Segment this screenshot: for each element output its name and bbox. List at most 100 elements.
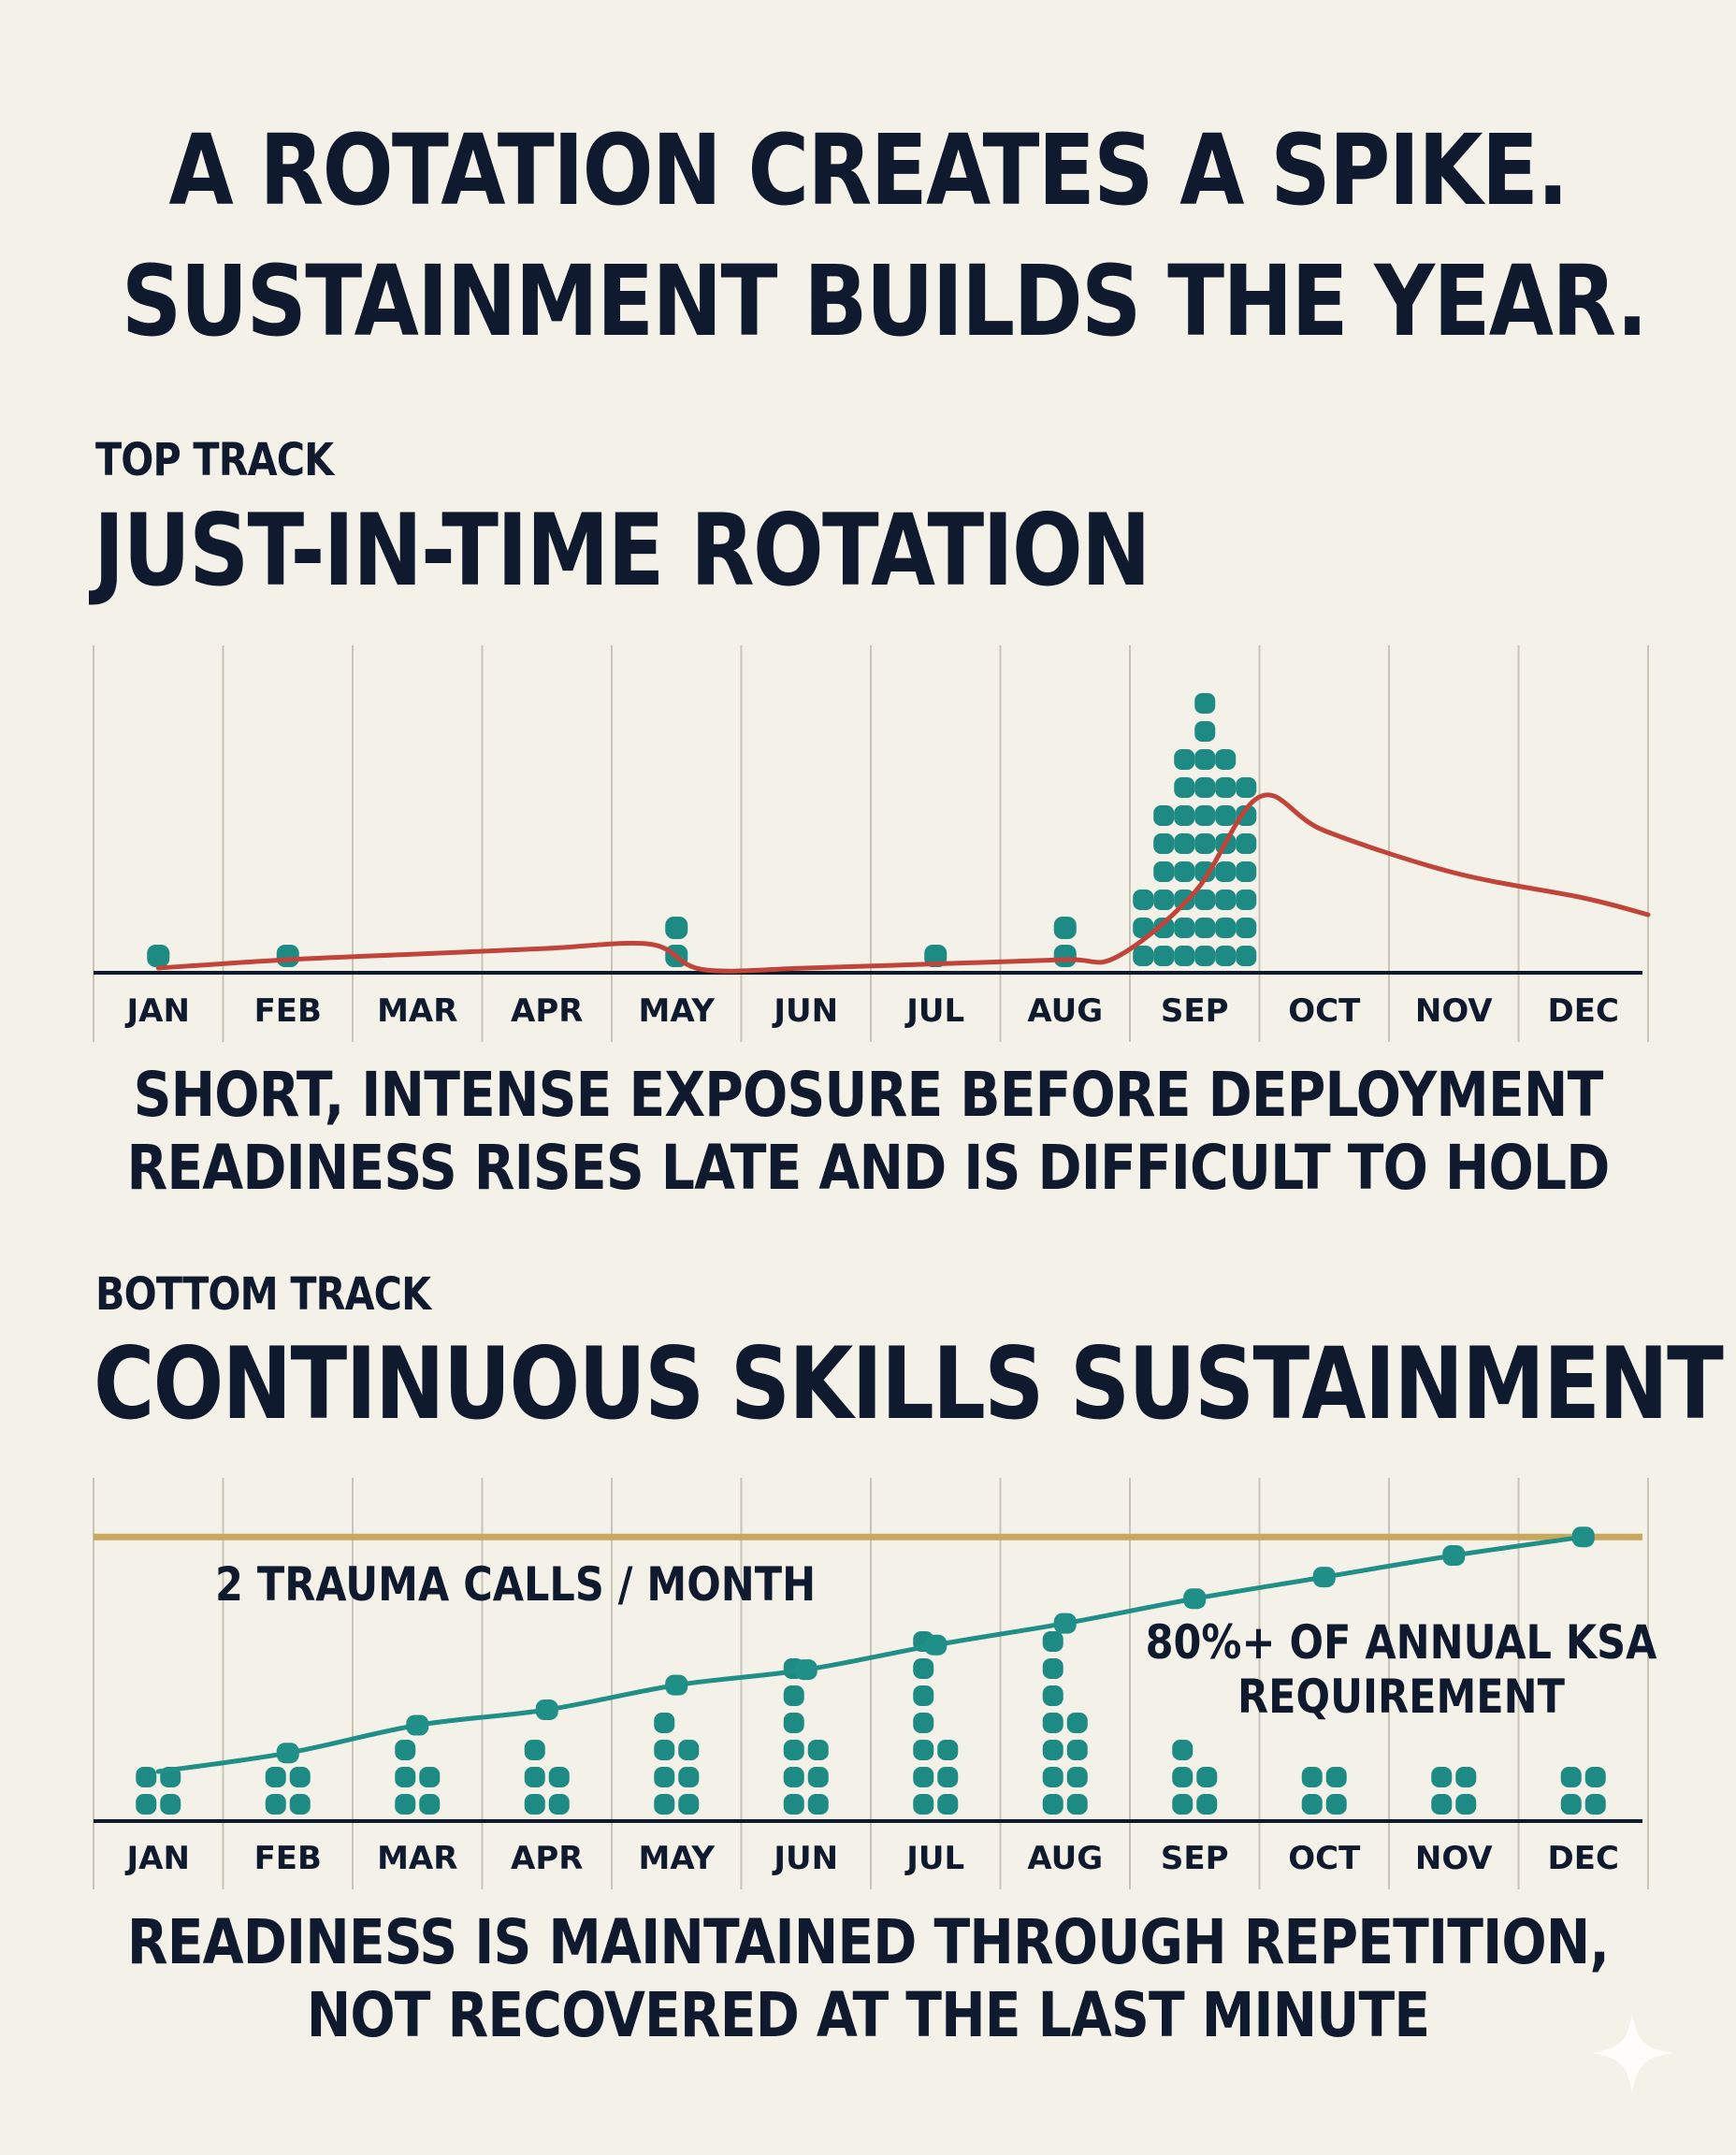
month-label: AUG: [1027, 992, 1103, 1030]
data-dot: [1042, 1794, 1063, 1815]
data-dot: [1215, 749, 1237, 770]
data-dot: [395, 1740, 416, 1760]
data-dot: [1560, 1767, 1582, 1787]
readiness-line: [155, 792, 1651, 974]
data-dot: [807, 1794, 829, 1815]
data-dot: [678, 1794, 700, 1815]
data-dot: [1325, 1794, 1347, 1815]
data-dot: [654, 1713, 675, 1733]
data-dot: [1194, 889, 1216, 910]
data-dot: [1194, 805, 1216, 826]
data-dot: [1153, 889, 1175, 910]
data-dot: [1194, 918, 1216, 938]
data-dot: [1133, 889, 1154, 910]
data-dot: [1153, 833, 1175, 854]
data-dot: [548, 1794, 570, 1815]
data-dot: [1174, 749, 1195, 770]
data-dot: [276, 945, 299, 967]
month-label: DEC: [1548, 992, 1619, 1030]
data-dot: [1584, 1794, 1606, 1815]
data-dot: [1215, 861, 1237, 882]
data-dot: [1042, 1631, 1063, 1652]
data-dot: [1455, 1767, 1477, 1787]
month-label: APR: [511, 1840, 583, 1877]
top-track-kicker: TOP TRACK: [95, 434, 334, 486]
data-dot: [289, 1794, 311, 1815]
data-dot: [1133, 946, 1154, 966]
line-marker: [535, 1699, 558, 1720]
month-label: APR: [511, 992, 583, 1030]
data-dot: [1236, 833, 1257, 854]
month-label: NOV: [1415, 1840, 1493, 1877]
line-marker: [924, 1634, 948, 1656]
month-label: FEB: [254, 1840, 322, 1877]
data-dot: [665, 917, 688, 939]
month-label: OCT: [1288, 1840, 1361, 1877]
data-dot: [289, 1767, 311, 1787]
data-dot: [1066, 1767, 1088, 1787]
data-dot: [1560, 1794, 1582, 1815]
line-marker: [1183, 1588, 1207, 1610]
line-marker: [794, 1659, 817, 1681]
data-dot: [937, 1767, 959, 1787]
data-dot: [1174, 777, 1195, 798]
line-marker: [1571, 1526, 1595, 1548]
line-marker: [276, 1743, 299, 1764]
data-dot: [1153, 861, 1175, 882]
data-dot: [1215, 889, 1237, 910]
data-dot: [1066, 1794, 1088, 1815]
data-dot: [913, 1794, 934, 1815]
top-track-caption-line-1: SHORT, INTENSE EXPOSURE BEFORE DEPLOYMEN…: [133, 1059, 1604, 1131]
headline: A ROTATION CREATES A SPIKE. SUSTAINMENT …: [121, 105, 1648, 367]
month-label: OCT: [1288, 992, 1361, 1030]
data-dot: [1153, 918, 1175, 938]
data-dot: [147, 945, 170, 967]
month-label: AUG: [1027, 1840, 1103, 1877]
month-label: MAR: [377, 1840, 457, 1877]
data-dot: [654, 1767, 675, 1787]
data-dot: [1042, 1713, 1063, 1733]
data-dot: [1194, 833, 1216, 854]
line-marker: [1312, 1567, 1336, 1588]
month-label: SEP: [1161, 1840, 1229, 1877]
data-dot: [1301, 1794, 1323, 1815]
data-dot: [1236, 805, 1257, 826]
line-marker: [1442, 1545, 1466, 1566]
data-dot: [783, 1794, 804, 1815]
headline-line-2: SUSTAINMENT BUILDS THE YEAR.: [121, 244, 1648, 358]
threshold-label: 2 TRAUMA CALLS / MONTH: [215, 1557, 816, 1612]
top-track-title: JUST-IN-TIME ROTATION: [94, 493, 1151, 608]
goal-label-line-1: 80%+ OF ANNUAL KSA: [1146, 1615, 1657, 1670]
data-dot: [1236, 918, 1257, 938]
data-dot: [807, 1767, 829, 1787]
data-dot: [1174, 805, 1195, 826]
line-marker: [1053, 1613, 1077, 1634]
data-dot: [1431, 1794, 1453, 1815]
data-dot: [1172, 1767, 1194, 1787]
top-track-caption: SHORT, INTENSE EXPOSURE BEFORE DEPLOYMEN…: [122, 1059, 1614, 1205]
data-dot: [1042, 1685, 1063, 1706]
data-dot: [524, 1794, 545, 1815]
data-dot: [913, 1713, 934, 1733]
data-dot: [913, 1658, 934, 1679]
data-dot: [1215, 918, 1237, 938]
data-dot: [654, 1794, 675, 1815]
data-dot: [937, 1794, 959, 1815]
data-dot: [783, 1685, 804, 1706]
data-dot: [265, 1794, 286, 1815]
data-dot: [678, 1740, 700, 1760]
data-dot: [913, 1685, 934, 1706]
month-label: JUN: [772, 1840, 838, 1877]
bottom-track-kicker: BOTTOM TRACK: [95, 1268, 431, 1321]
data-dot: [524, 1767, 545, 1787]
data-dot: [1301, 1767, 1323, 1787]
data-dot: [1174, 946, 1195, 966]
data-dot: [807, 1740, 829, 1760]
data-dot: [1172, 1794, 1194, 1815]
line-marker: [665, 1674, 688, 1696]
data-dot: [1196, 1767, 1218, 1787]
data-dot: [1196, 1794, 1218, 1815]
data-dot: [678, 1767, 700, 1787]
data-dot: [1455, 1794, 1477, 1815]
data-dot: [1053, 917, 1077, 939]
